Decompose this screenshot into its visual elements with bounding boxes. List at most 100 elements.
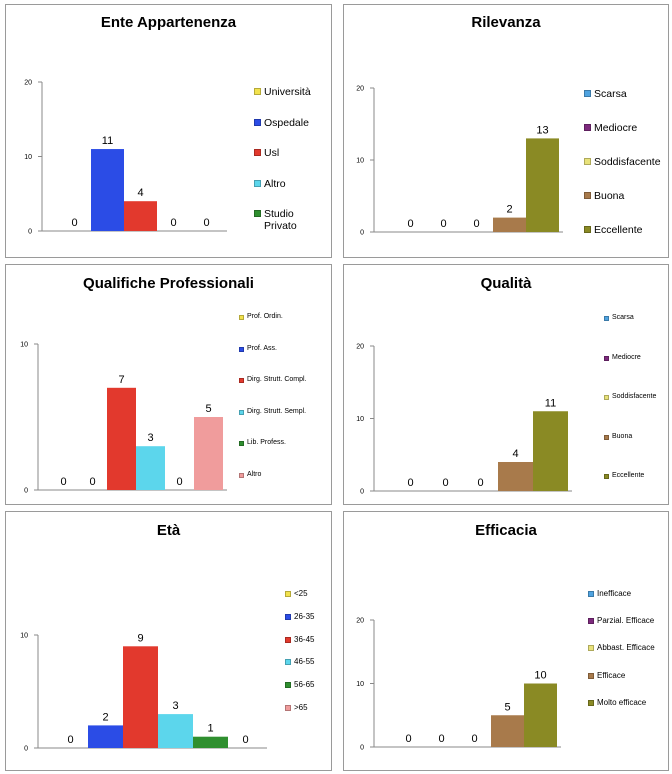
chart-legend: <25 26-35 36-45 46-55 56-65 >65 [285, 589, 331, 726]
legend-swatch [239, 315, 244, 320]
legend-swatch [239, 346, 244, 352]
legend-swatch [584, 226, 591, 233]
bar-value-label: 0 [471, 733, 477, 745]
legend-swatch [239, 409, 244, 415]
bar-26-35 [88, 725, 123, 748]
y-tick-label: 0 [360, 230, 364, 237]
legend-swatch [584, 192, 591, 199]
legend-label: Eccellente [612, 472, 645, 479]
chart-legend: Università Ospedale Usl Altro Studio Privato [254, 86, 331, 239]
chart-panel-qualit: Qualità 0 10 20 0 0 0 4 11 Scarsa Mediocre Soddisfa… [343, 264, 669, 505]
legend-swatch [588, 591, 594, 597]
bar-value-label: 0 [438, 733, 444, 745]
legend-swatch [588, 645, 594, 652]
bar-value-label: 5 [504, 701, 510, 713]
y-tick-label: 20 [356, 344, 364, 351]
chart-plot: 0 10 20 0 0 0 5 10 [356, 618, 561, 752]
bar-value-label: 0 [67, 734, 73, 746]
legend-label: Dirg. Strutt. Compl. [247, 376, 307, 383]
bar-value-label: 10 [534, 670, 546, 682]
legend-swatch [604, 395, 609, 400]
chart-title: Efficacia [475, 522, 537, 539]
legend-item-soddisfacente: Soddisfacente [604, 393, 668, 433]
legend-item-universit: Università [254, 86, 331, 117]
legend-swatch [239, 378, 244, 383]
bar-value-label: 4 [512, 448, 518, 460]
bar-value-label: 3 [147, 432, 153, 444]
legend-label: Lib. Profess. [247, 439, 286, 446]
legend-label: Prof. Ordin. [247, 313, 283, 320]
legend-label: Università [264, 86, 311, 98]
legend-label: Altro [247, 470, 262, 478]
legend-item-56-65: 56-65 [285, 680, 331, 703]
bar-value-label: 4 [137, 187, 143, 199]
legend-item-buona: Buona [584, 190, 668, 224]
legend-item-molto-efficace: Molto efficace [588, 698, 668, 725]
legend-item-scarsa: Scarsa [584, 88, 668, 122]
legend-label: Mediocre [612, 353, 641, 361]
bar-value-label: 1 [207, 723, 213, 735]
legend-item-altro: Altro [254, 178, 331, 209]
bar-value-label: 13 [536, 124, 548, 136]
legend-label: 46-55 [294, 657, 315, 667]
legend-item-36-45: 36-45 [285, 635, 331, 658]
bar-46-55 [158, 714, 193, 748]
legend-item-usl: Usl [254, 147, 331, 178]
legend-label: Buona [612, 432, 633, 440]
legend-item-prof-ass: Prof. Ass. [239, 345, 331, 377]
legend-swatch [285, 704, 291, 711]
bar-value-label: 0 [242, 734, 248, 746]
legend-swatch [254, 149, 261, 156]
legend-swatch [239, 441, 244, 446]
legend-item-eccellente: Eccellente [584, 224, 668, 258]
legend-item-soddisfacente: Soddisfacente [584, 156, 668, 190]
legend-label: Soddisfacente [594, 156, 661, 168]
legend-item-abbast-efficace: Abbast. Efficace [588, 643, 668, 670]
chart-panel-ente-appartenenza: Ente Appartenenza 0 10 20 0 11 4 0 0 Università Os… [5, 4, 332, 258]
legend-item-mediocre: Mediocre [584, 122, 668, 156]
legend-item-ospedale: Ospedale [254, 117, 331, 148]
bar-buona [493, 217, 526, 232]
legend-item-scarsa: Scarsa [604, 314, 668, 354]
legend-swatch [285, 591, 291, 597]
legend-swatch [285, 682, 291, 689]
legend-label: Efficace [597, 670, 626, 680]
chart-legend: Inefficace Parzial. Efficace Abbast. Effic… [588, 589, 668, 725]
legend-item-26-35: 26-35 [285, 612, 331, 635]
bar-dirg-strutt-compl [107, 387, 136, 490]
legend-label: Eccellente [594, 224, 643, 236]
bar-ospedale [91, 149, 124, 231]
chart-panel-qualifiche-professionali: Qualifiche Professionali 0 10 0 0 7 3 0 5 Prof. O… [5, 264, 332, 505]
bar-altro [194, 417, 223, 490]
legend-swatch [239, 472, 244, 478]
bar-value-label: 0 [407, 218, 413, 230]
y-tick-label: 10 [356, 681, 364, 688]
legend-label: Soddisfacente [612, 393, 657, 400]
bar-56-65 [193, 736, 228, 748]
chart-panel-rilevanza: Rilevanza 0 10 20 0 0 0 2 13 Scarsa Mediocre Soddis… [343, 4, 669, 258]
chart-title: Rilevanza [471, 14, 541, 31]
y-tick-label: 20 [356, 86, 364, 93]
bar-value-label: 0 [71, 217, 77, 229]
y-tick-label: 10 [20, 633, 28, 640]
y-tick-label: 10 [20, 342, 28, 349]
legend-swatch [584, 124, 591, 131]
legend-label: Parzial. Efficace [597, 616, 655, 626]
chart-title: Ente Appartenenza [100, 14, 237, 31]
legend-item-dirg-strutt-sempl: Dirg. Strutt. Sempl. [239, 408, 331, 440]
y-tick-label: 0 [24, 746, 28, 753]
y-tick-label: 0 [360, 745, 364, 752]
legend-item-lib-profess: Lib. Profess. [239, 439, 331, 471]
bar-efficace [491, 715, 524, 747]
legend-swatch [254, 118, 261, 126]
chart-plot: 0 10 20 0 0 0 4 11 [356, 344, 572, 496]
chart-legend: Scarsa Mediocre Soddisfacente Buona Eccellen… [584, 88, 668, 258]
chart-title: Qualità [480, 275, 532, 292]
y-tick-label: 10 [356, 158, 364, 165]
chart-legend: Prof. Ordin. Prof. Ass. Dirg. Strutt. Comp… [239, 313, 331, 502]
legend-label: Altro [264, 177, 286, 190]
bar-value-label: 0 [442, 477, 448, 489]
legend-swatch [588, 618, 594, 625]
chart-plot: 0 10 0 0 7 3 0 5 [20, 342, 227, 495]
